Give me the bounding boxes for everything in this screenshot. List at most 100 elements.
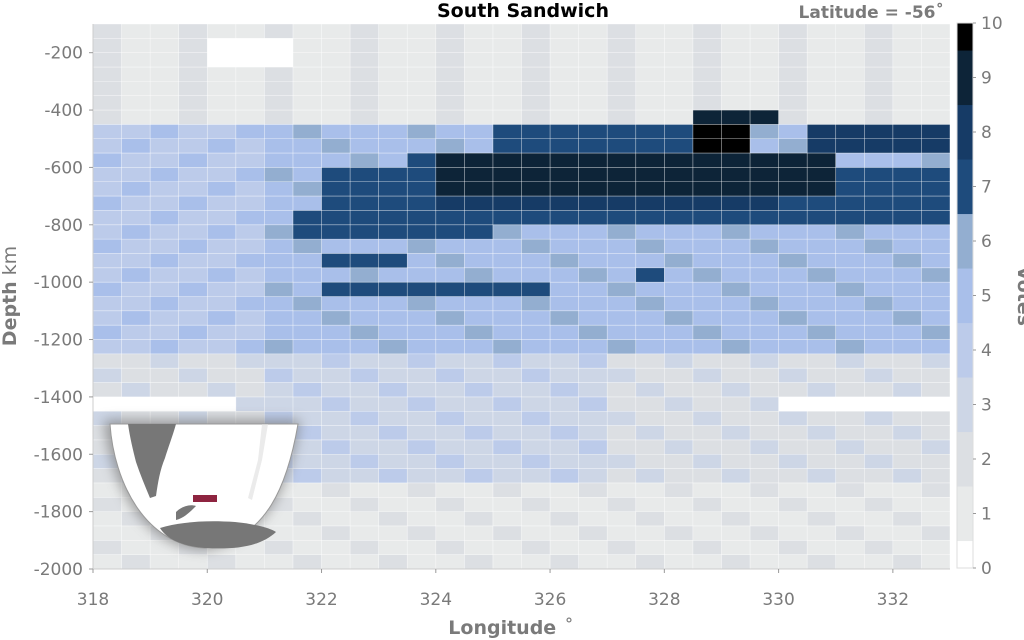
heatmap-cell <box>178 310 208 326</box>
heatmap-cell <box>178 67 208 82</box>
heatmap-cell <box>721 368 751 383</box>
heatmap-cell <box>321 67 351 82</box>
heatmap-cell <box>635 67 665 82</box>
heatmap-cell <box>178 554 208 569</box>
heatmap-cell <box>207 38 237 53</box>
heatmap-cell <box>607 196 637 211</box>
heatmap-cell <box>692 110 722 125</box>
heatmap-cell <box>578 497 608 512</box>
heatmap-cell <box>435 325 465 340</box>
heatmap-cell <box>807 196 837 211</box>
heatmap-cell <box>864 224 894 240</box>
heatmap-cell <box>321 153 351 168</box>
heatmap-cell <box>721 138 751 154</box>
heatmap-cell <box>807 210 837 226</box>
heatmap-cell <box>407 38 437 53</box>
heatmap-cell <box>264 368 294 383</box>
heatmap-cell <box>378 24 408 39</box>
heatmap-cell <box>607 482 637 498</box>
heatmap-cell <box>750 138 779 154</box>
heatmap-cell <box>864 368 894 383</box>
heatmap-cell <box>721 382 751 398</box>
heatmap-cell <box>664 52 694 68</box>
heatmap-cell <box>721 497 751 512</box>
heatmap-cell <box>121 24 151 39</box>
y-tick-label: -800 <box>44 216 83 236</box>
heatmap-cell <box>207 396 237 412</box>
heatmap-cell <box>93 167 122 183</box>
heatmap-cell <box>807 167 837 183</box>
heatmap-cell <box>492 540 522 555</box>
heatmap-cell <box>892 325 922 340</box>
heatmap-cell <box>607 540 637 555</box>
heatmap-cell <box>178 396 208 412</box>
heatmap-cell <box>435 468 465 484</box>
inset-map-antarctica <box>160 521 276 549</box>
heatmap-cell <box>692 482 722 498</box>
heatmap-cell <box>807 325 837 340</box>
heatmap-cell <box>750 325 779 340</box>
heatmap-cell <box>207 138 237 154</box>
heatmap-cell <box>350 167 379 183</box>
heatmap-cell <box>921 239 950 254</box>
heatmap-cell <box>664 454 694 469</box>
heatmap-cell <box>835 124 865 140</box>
heatmap-cell <box>435 52 465 68</box>
heatmap-cell <box>292 38 322 53</box>
heatmap-cell <box>721 224 751 240</box>
heatmap-cell <box>921 67 950 82</box>
heatmap-cell <box>178 24 208 39</box>
heatmap-cell <box>635 396 665 412</box>
heatmap-cell <box>550 296 579 312</box>
heatmap-cell <box>835 282 865 297</box>
heatmap-cell <box>864 339 894 355</box>
y-tick-label: -1200 <box>34 331 83 351</box>
heatmap-cell <box>464 396 494 412</box>
colorbar-band <box>957 50 973 106</box>
heatmap-cell <box>235 310 265 326</box>
heatmap-cell <box>578 482 608 498</box>
heatmap-cell <box>578 267 608 283</box>
colorbar-tick-label: 0 <box>981 559 992 579</box>
heatmap-cell <box>407 368 437 383</box>
heatmap-cell <box>292 24 322 39</box>
heatmap-cell <box>150 81 179 97</box>
heatmap-cell <box>207 95 237 111</box>
heatmap-cell <box>321 525 351 541</box>
heatmap-cell <box>378 181 408 197</box>
inset-map-region-highlight <box>193 495 217 502</box>
heatmap-cell <box>464 439 494 455</box>
heatmap-cell <box>350 454 379 469</box>
heatmap-cell <box>578 210 608 226</box>
heatmap-cell <box>721 396 751 412</box>
heatmap-cell <box>778 540 808 555</box>
heatmap-cell <box>235 52 265 68</box>
heatmap-cell <box>292 153 322 168</box>
heatmap-cell <box>892 525 922 541</box>
heatmap-cell <box>721 210 751 226</box>
heatmap-cell <box>121 153 151 168</box>
x-axis-unit: ˚ <box>564 617 574 639</box>
heatmap-cell <box>521 396 551 412</box>
heatmap-cell <box>378 95 408 111</box>
heatmap-cell <box>692 497 722 512</box>
heatmap-cell <box>664 353 694 369</box>
heatmap-cell <box>407 382 437 398</box>
heatmap-cell <box>778 181 808 197</box>
heatmap-cell <box>835 425 865 441</box>
heatmap-cell <box>150 267 179 283</box>
heatmap-cell <box>464 239 494 254</box>
heatmap-cell <box>921 138 950 154</box>
heatmap-cell <box>892 181 922 197</box>
heatmap-cell <box>778 325 808 340</box>
heatmap-cell <box>750 296 779 312</box>
heatmap-cell <box>607 52 637 68</box>
heatmap-cell <box>492 153 522 168</box>
heatmap-cell <box>864 38 894 53</box>
colorbar-ticks: 0 1 2 3 4 5 6 7 8 9 10 <box>973 14 1003 579</box>
latitude-annotation: Latitude = -56˚ <box>799 1 944 23</box>
heatmap-cell <box>235 138 265 154</box>
heatmap-cell <box>435 282 465 297</box>
heatmap-cell <box>578 38 608 53</box>
heatmap-cell <box>378 210 408 226</box>
